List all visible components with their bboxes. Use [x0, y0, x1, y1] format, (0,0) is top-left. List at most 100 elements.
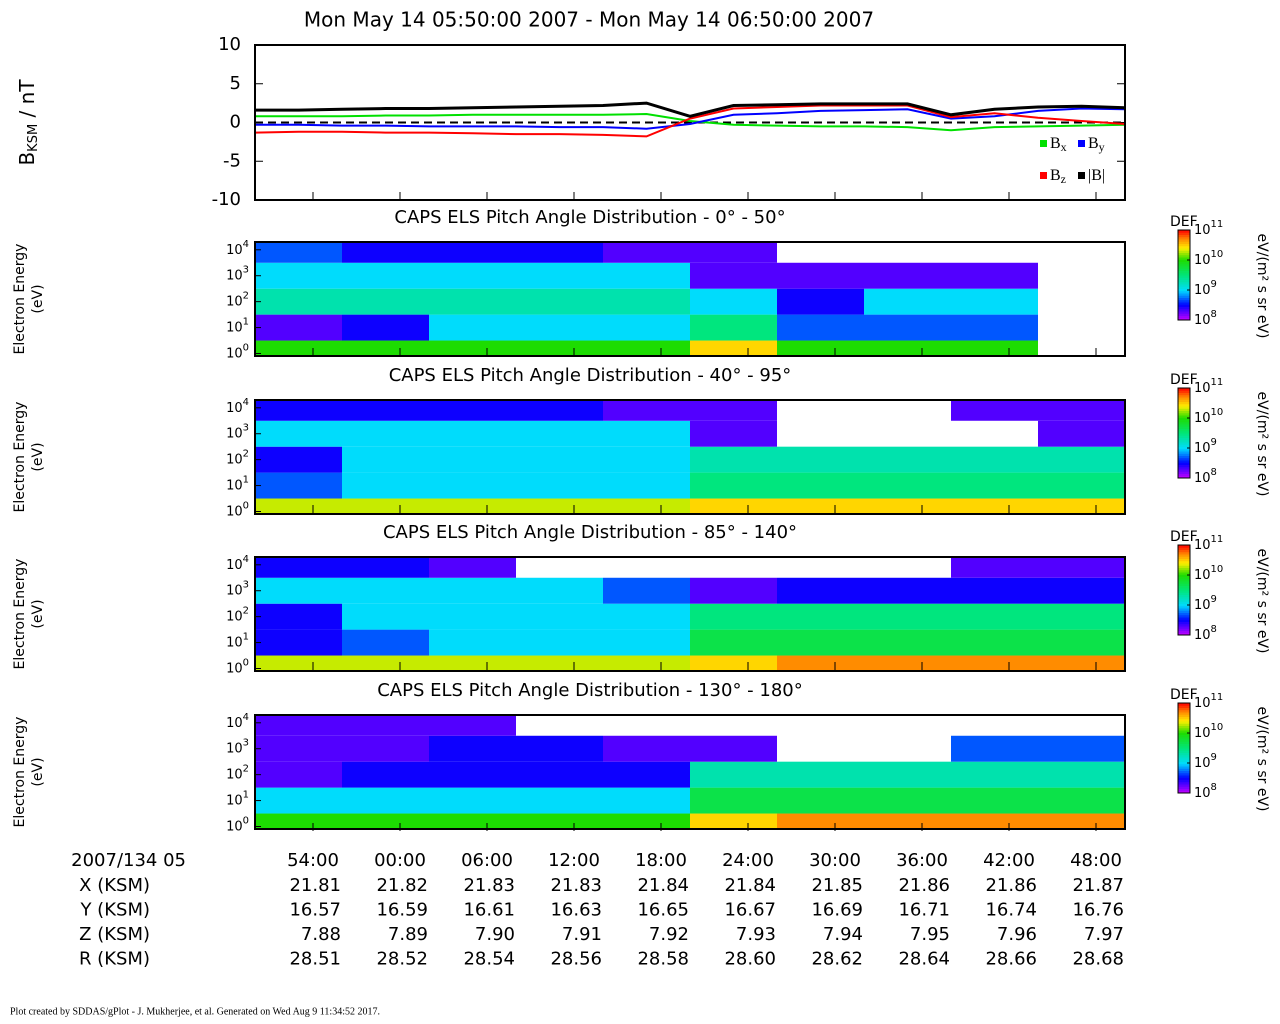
- heat-cell: [864, 813, 951, 829]
- colorbar-step: [1178, 403, 1190, 407]
- tick-label: 100: [226, 815, 249, 834]
- colorbar-step: [1178, 779, 1190, 783]
- colorbar-step: [1178, 263, 1190, 267]
- tick-label: 102: [226, 606, 249, 625]
- colorbar-step: [1178, 424, 1190, 427]
- row-value: 28.54: [463, 949, 515, 970]
- colorbar-step: [1178, 250, 1190, 253]
- heat-cell: [516, 400, 603, 421]
- heat-cell: [429, 262, 516, 289]
- heat-cell: [603, 262, 690, 289]
- colorbar-step: [1178, 705, 1190, 708]
- tick-base: 10: [1194, 696, 1211, 711]
- heat-cell: [255, 288, 342, 315]
- row-value: 21.87: [1072, 875, 1124, 896]
- x-tick-label: 42:00: [983, 850, 1035, 871]
- row-value: 21.82: [376, 875, 428, 896]
- heat-cell: [255, 629, 342, 656]
- colorbar-step: [1178, 430, 1190, 434]
- frame: [254, 556, 1126, 672]
- tick-label: 108: [1194, 782, 1217, 801]
- heat-cell: [342, 314, 429, 341]
- heat-cell: [690, 787, 777, 814]
- tick-exp: 0: [243, 342, 249, 353]
- heat-cell: [864, 655, 951, 671]
- heat-cell: [255, 340, 342, 356]
- tick-base: 10: [1194, 786, 1211, 801]
- row-value: 7.92: [649, 924, 689, 945]
- row-value: 16.63: [550, 900, 602, 921]
- tick-base: 10: [1194, 726, 1211, 741]
- heat-cell: [255, 787, 342, 814]
- heat-cell: [777, 577, 864, 604]
- tick-base: 10: [226, 767, 243, 782]
- tick-base: 10: [226, 741, 243, 756]
- heat-cell: [1038, 813, 1125, 829]
- tick-base: 10: [1194, 568, 1211, 583]
- legend-sub: y: [1099, 140, 1105, 154]
- heat-cell: [429, 242, 516, 263]
- colorbar-step: [1178, 759, 1190, 762]
- legend-swatch: [1078, 140, 1085, 147]
- heat-cell: [1038, 446, 1125, 473]
- heat-cell: [864, 787, 951, 814]
- tick-label: 101: [226, 790, 249, 809]
- tick-exp: 11: [1211, 692, 1224, 703]
- heat-cell: [255, 420, 342, 447]
- heat-cell: [864, 262, 951, 289]
- heat-cell: [603, 498, 690, 514]
- heat-cell: [1038, 603, 1125, 630]
- colorbar-step: [1178, 560, 1190, 564]
- heat-cell: [342, 761, 429, 788]
- row-value: 28.60: [724, 949, 776, 970]
- heat-cell: [255, 715, 342, 736]
- heat-cell: [429, 715, 516, 736]
- colorbar-step: [1178, 565, 1190, 568]
- heat-cell: [516, 761, 603, 788]
- legend-swatch: [1078, 172, 1085, 179]
- heat-cell: [690, 340, 777, 356]
- tick-label: 1011: [1194, 534, 1223, 553]
- colorbar-step: [1178, 428, 1190, 432]
- colorbar-title: DEF: [1170, 214, 1198, 230]
- colorbar-step: [1178, 252, 1190, 256]
- heat-cell: [429, 735, 516, 762]
- y-axis-label: (eV): [30, 442, 46, 471]
- colorbar-step: [1178, 230, 1190, 233]
- colorbar-step: [1178, 732, 1190, 735]
- colorbar-step: [1178, 397, 1190, 400]
- colorbar-step: [1178, 308, 1190, 312]
- heat-cell: [603, 655, 690, 671]
- heat-cell: [342, 262, 429, 289]
- heat-cell: [255, 557, 342, 578]
- legend-name: B: [1050, 167, 1061, 184]
- colorbar-step: [1178, 457, 1190, 461]
- heat-cell: [777, 262, 864, 289]
- heat-cell: [603, 420, 690, 447]
- row-value: 28.68: [1072, 949, 1124, 970]
- heat-cell: [516, 498, 603, 514]
- tick-exp: 0: [243, 500, 249, 511]
- colorbar-step: [1178, 437, 1190, 441]
- heat-cell: [777, 603, 864, 630]
- tick-label: 100: [226, 342, 249, 361]
- colorbar-step: [1178, 612, 1190, 616]
- tick-exp: 11: [1211, 377, 1224, 388]
- heat-cell: [690, 472, 777, 499]
- colorbar-step: [1178, 446, 1190, 450]
- y-axis-label: Electron Energy: [12, 402, 28, 513]
- colorbar-frame: [1177, 387, 1191, 479]
- heat-cell: [603, 340, 690, 356]
- heat-cell: [951, 314, 1038, 341]
- colorbar-step: [1178, 243, 1190, 247]
- colorbar-step: [1178, 406, 1190, 409]
- colorbar-step: [1178, 721, 1190, 724]
- time-header: 2007/134 05: [71, 850, 186, 871]
- colorbar-step: [1178, 581, 1190, 584]
- tick-base: 10: [1194, 253, 1211, 268]
- heat-cell: [1038, 735, 1125, 762]
- colorbar-step: [1178, 261, 1190, 265]
- colorbar-label: eV/(m² s sr eV): [1254, 707, 1270, 812]
- colorbar-step: [1178, 426, 1190, 429]
